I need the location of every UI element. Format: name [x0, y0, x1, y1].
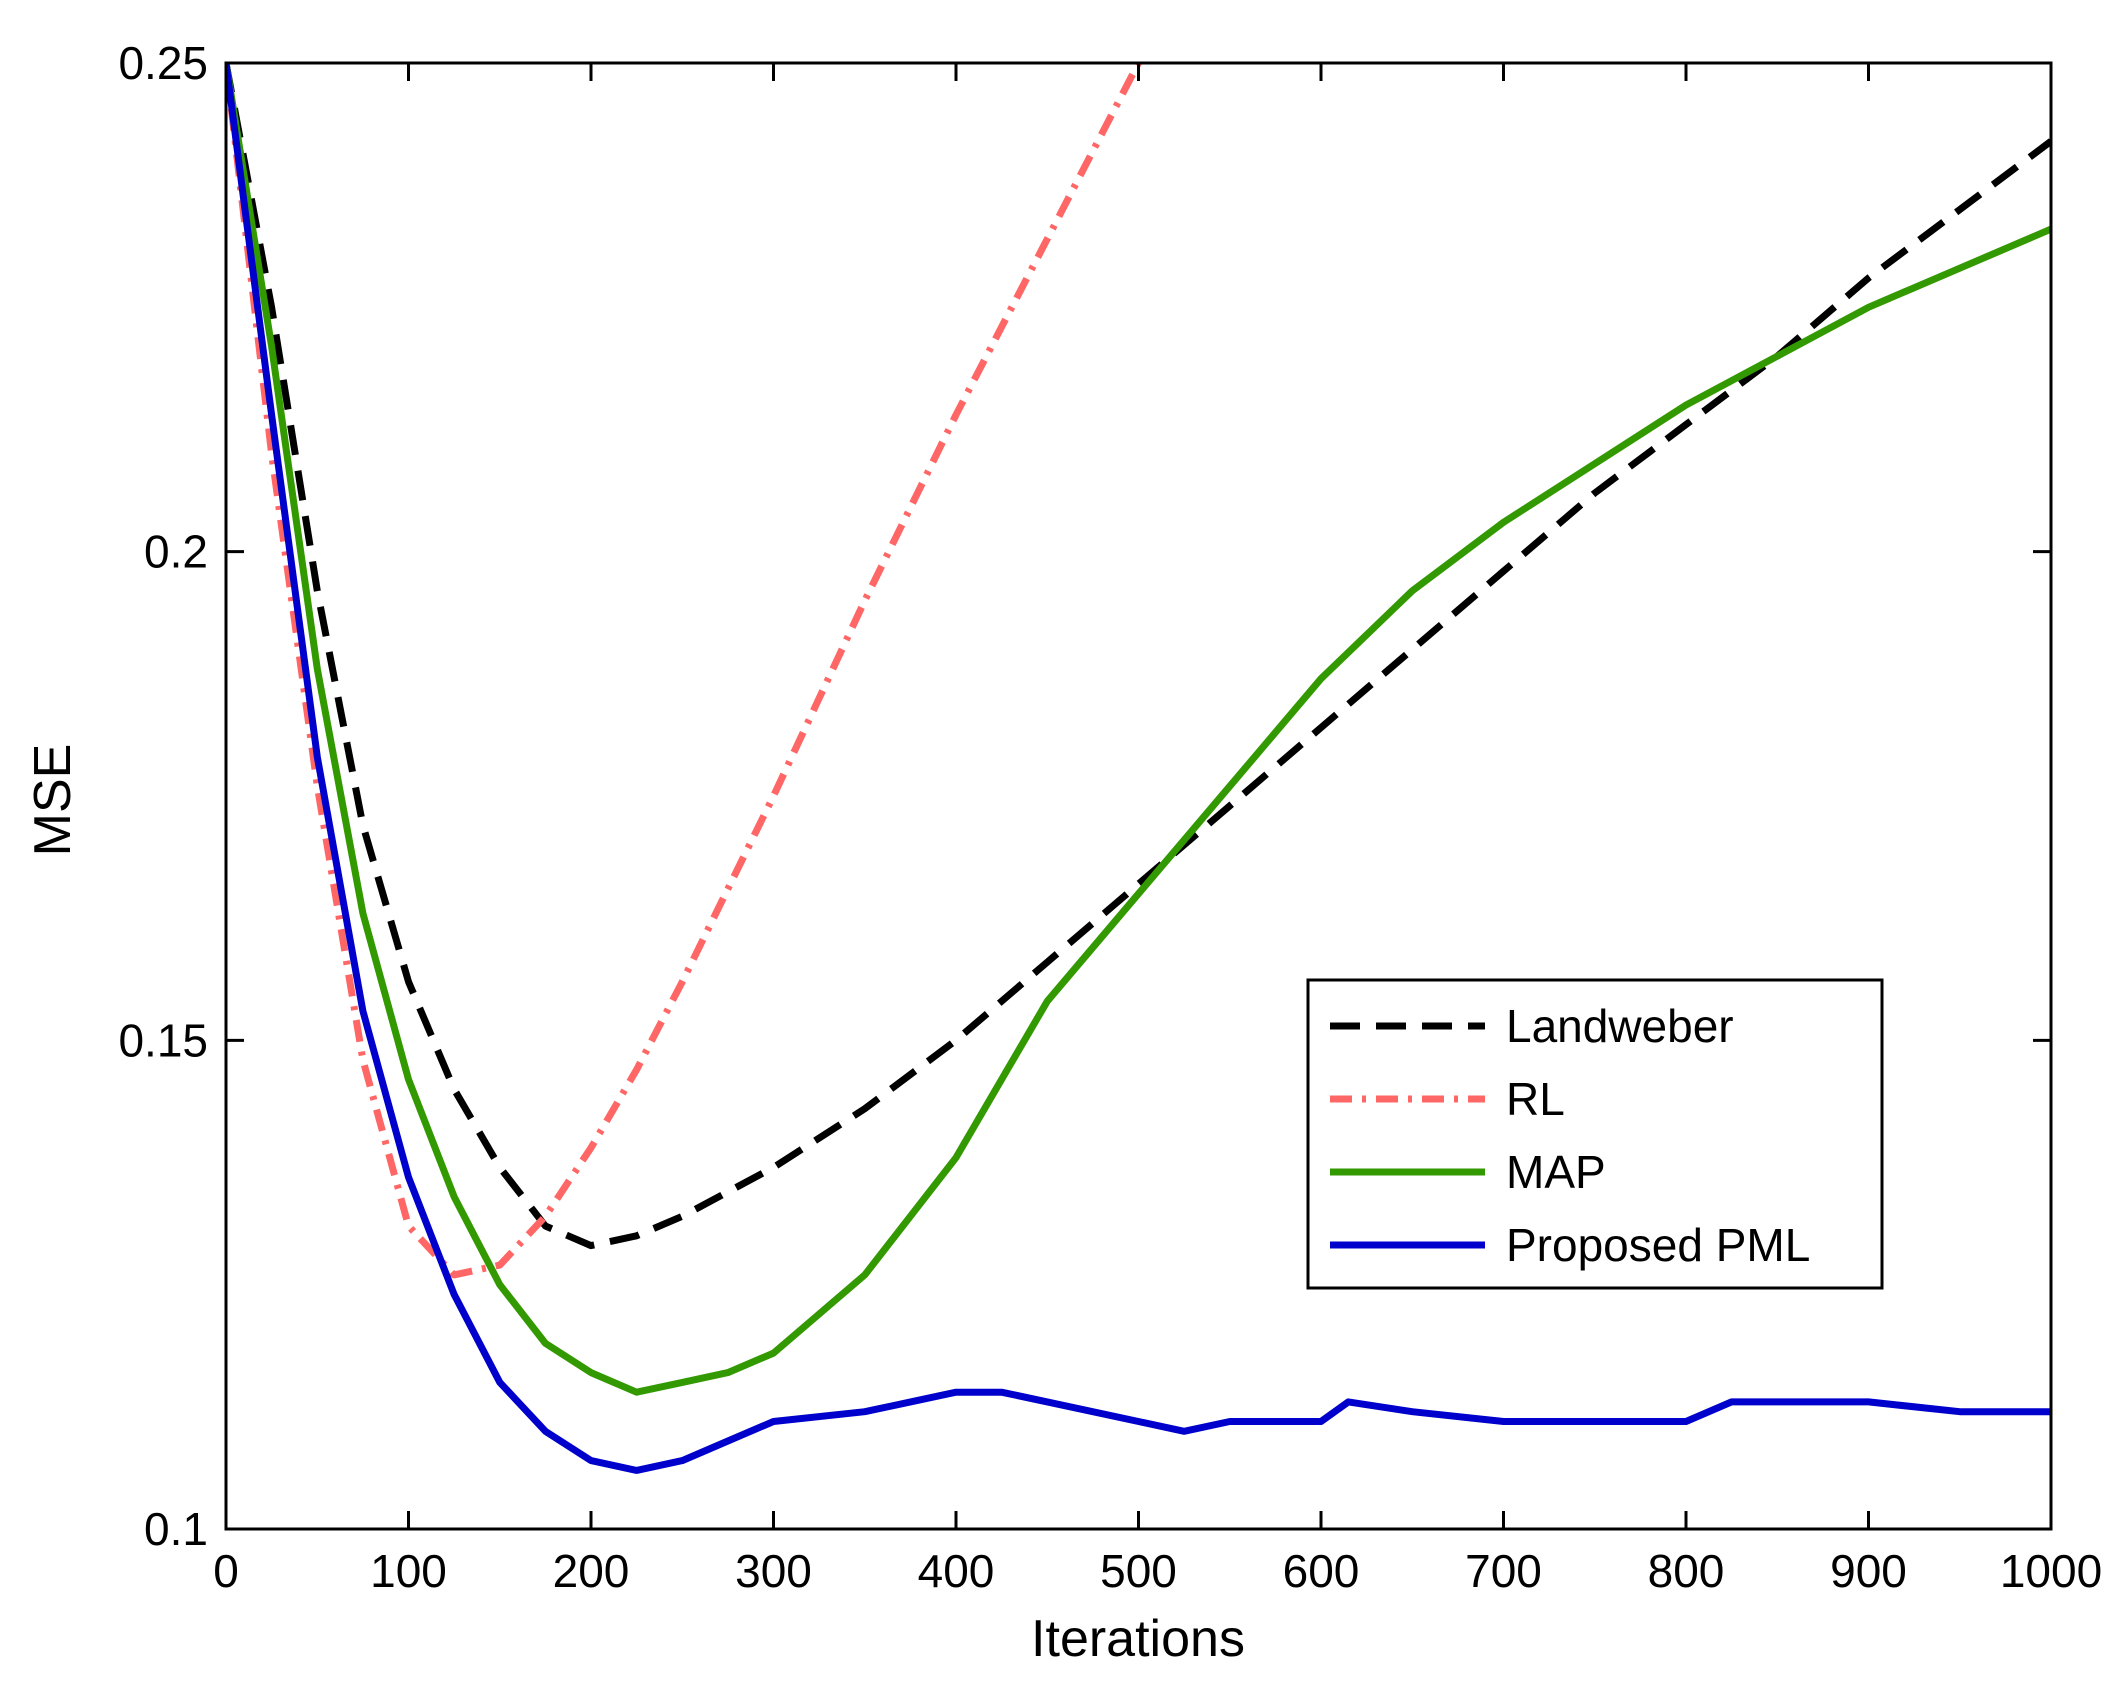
x-tick-label: 900: [1830, 1545, 1907, 1597]
plot-area: [226, 63, 2051, 1529]
x-tick-label: 400: [918, 1545, 995, 1597]
y-axis-label: MSE: [24, 744, 82, 857]
series-line-proposed-pml: [226, 63, 2051, 1474]
x-tick-label: 200: [553, 1545, 630, 1597]
legend-label: RL: [1506, 1073, 1565, 1125]
x-tick-label: 600: [1283, 1545, 1360, 1597]
x-tick-label: 800: [1648, 1545, 1725, 1597]
legend-box: [1306, 978, 1884, 1290]
series-line-landweber: [226, 63, 2051, 1250]
plot-frame: [224, 61, 2053, 1531]
x-tick-label: 700: [1465, 1545, 1542, 1597]
series-line-rl: [226, 63, 1142, 1279]
x-axis-label: Iterations: [1031, 1610, 1245, 1668]
x-tick-label: 100: [370, 1545, 447, 1597]
x-tick-label: 0: [213, 1545, 239, 1597]
x-tick-label: 500: [1100, 1545, 1177, 1597]
legend-label: Landweber: [1506, 1000, 1734, 1052]
y-tick-label: 0.25: [118, 37, 208, 89]
x-tick-label: 300: [735, 1545, 812, 1597]
legend-label: Proposed PML: [1506, 1219, 1810, 1271]
series-line-map: [226, 63, 2051, 1396]
y-tick-label: 0.1: [144, 1503, 208, 1555]
x-tick-label: 1000: [2000, 1545, 2102, 1597]
legend: Landweber RL MAP Proposed PML: [1306, 978, 1884, 1290]
y-tick-label: 0.2: [144, 526, 208, 578]
legend-label: MAP: [1506, 1146, 1606, 1198]
y-tick-label: 0.15: [118, 1014, 208, 1066]
